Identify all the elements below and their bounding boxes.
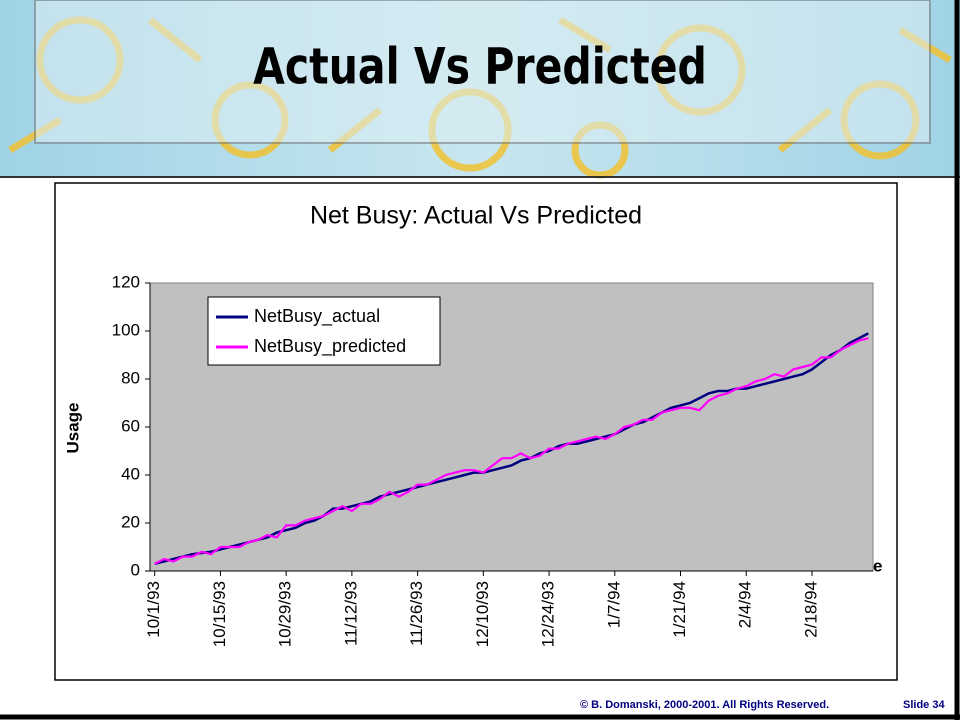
legend-label: NetBusy_actual [254,306,380,327]
y-tick-label: 60 [121,416,140,435]
x-tick-label: 1/21/94 [670,581,689,638]
x-tick-label: 2/4/94 [736,581,755,628]
legend-label: NetBusy_predicted [254,336,406,357]
y-tick-label: 0 [131,560,140,579]
title-panel [34,0,931,144]
x-tick-label: 11/26/93 [407,581,426,646]
slide-title: Actual Vs Predicted [253,38,707,96]
legend-box [207,296,441,366]
y-tick-label: 80 [121,368,140,387]
x-tick-label: 1/7/94 [604,581,623,628]
x-tick-label: 10/29/93 [276,581,295,647]
y-axis-label: Usage [63,402,82,453]
series-line [154,337,869,565]
x-tick-label: 12/10/93 [473,581,492,647]
x-tick-label: 2/18/94 [801,581,820,638]
x-tick-label: 11/12/93 [341,581,360,646]
y-tick-label: 40 [121,464,140,483]
x-tick-label: 10/15/93 [210,581,229,647]
chart-title: Net Busy: Actual Vs Predicted [310,202,642,230]
y-tick-label: 20 [121,512,140,531]
x-tick-label: 12/24/93 [539,581,558,647]
series-line [154,332,869,566]
x-tick-label: 10/1/93 [144,581,163,638]
footer: © B. Domanski, 2000-2001. All Rights Res… [580,699,829,711]
y-tick-label: 120 [112,272,140,291]
y-tick-label: 100 [112,320,140,339]
slide-number: Slide 34 [903,699,945,711]
